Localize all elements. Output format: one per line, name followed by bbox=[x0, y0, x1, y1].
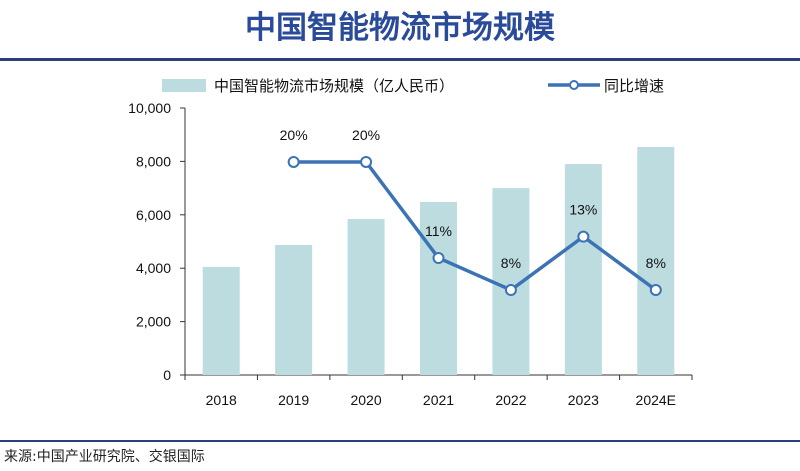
growth-line bbox=[293, 160, 657, 293]
footer-divider bbox=[0, 440, 800, 442]
growth-label: 20% bbox=[280, 127, 308, 143]
source-note: 来源:中国产业研究院、交银国际 bbox=[4, 449, 205, 465]
bar-2023 bbox=[564, 164, 602, 375]
growth-point-2023 bbox=[577, 230, 590, 243]
y-tick-label: 10,000 bbox=[128, 100, 171, 116]
growth-label: 8% bbox=[501, 255, 521, 271]
title-divider bbox=[0, 58, 800, 61]
legend-bar-label: 中国智能物流市场规模（亿人民币） bbox=[214, 77, 454, 95]
x-tick-label: 2019 bbox=[278, 392, 309, 408]
growth-label: 20% bbox=[352, 127, 380, 143]
bar-2018 bbox=[202, 266, 240, 375]
growth-label: 11% bbox=[425, 223, 452, 239]
x-tick-label: 2021 bbox=[423, 392, 454, 408]
chart: 0 2,000 4,000 6,000 8,000 10,000 2018 2019 2020 2… bbox=[128, 77, 693, 408]
growth-point-2020 bbox=[360, 155, 373, 168]
y-tick-label: 0 bbox=[163, 367, 171, 383]
legend-bar-swatch bbox=[162, 79, 206, 92]
y-tick-label: 8,000 bbox=[136, 153, 171, 169]
page-title: 中国智能物流市场规模 bbox=[245, 10, 555, 46]
growth-point-2021 bbox=[432, 251, 445, 264]
growth-point-2022 bbox=[504, 284, 517, 296]
growth-label: 8% bbox=[646, 255, 666, 271]
x-tick-label: 2023 bbox=[568, 392, 599, 408]
bar-2019 bbox=[275, 244, 313, 375]
x-tick-label: 2018 bbox=[206, 392, 237, 408]
y-tick-label: 2,000 bbox=[136, 314, 171, 330]
bar-2020 bbox=[347, 219, 385, 375]
legend-line-marker bbox=[569, 80, 579, 90]
x-tick-label: 2020 bbox=[350, 392, 381, 408]
bar-2021 bbox=[420, 201, 457, 375]
growth-label: 13% bbox=[569, 202, 597, 218]
x-tick-label: 2024E bbox=[636, 392, 676, 408]
y-tick-label: 6,000 bbox=[136, 207, 171, 223]
y-tick-label: 4,000 bbox=[136, 260, 171, 276]
x-tick-label: 2022 bbox=[495, 392, 526, 408]
bar-2024E bbox=[637, 146, 675, 375]
legend-line-label: 同比增速 bbox=[604, 77, 664, 95]
growth-point-2019 bbox=[287, 155, 300, 168]
growth-point-2024E bbox=[649, 284, 662, 296]
